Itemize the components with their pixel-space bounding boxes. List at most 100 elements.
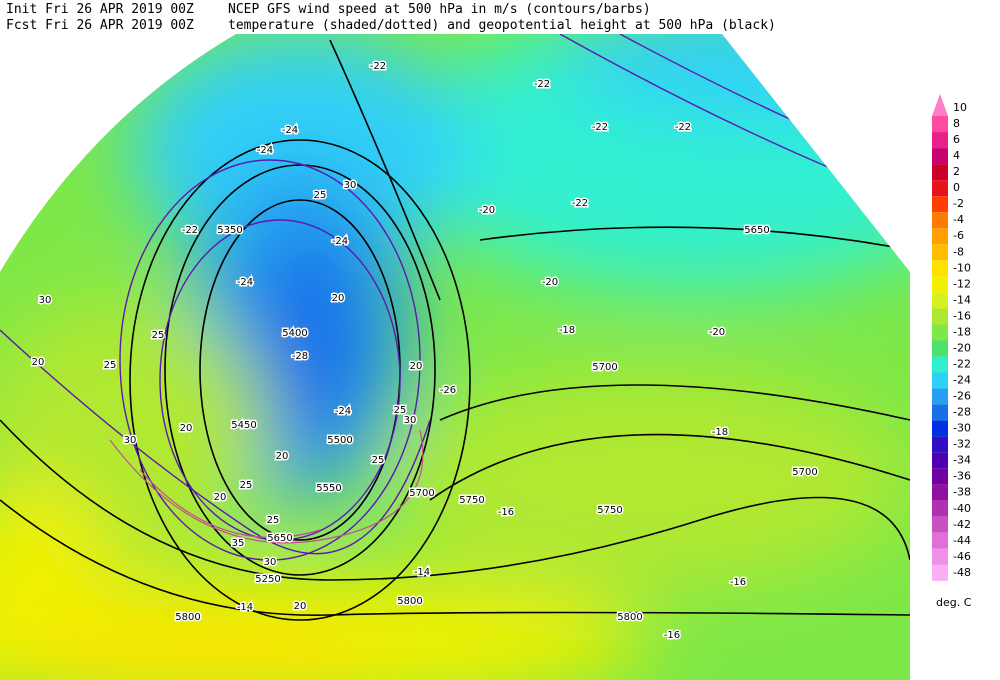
colorbar-box <box>932 404 948 421</box>
colorbar-label: 8 <box>953 117 960 130</box>
contour-label: 5650 <box>744 225 769 236</box>
colorbar-label: 6 <box>953 133 960 146</box>
colorbar-box <box>932 388 948 405</box>
contour-label: -16 <box>498 507 514 518</box>
colorbar-box <box>932 420 948 437</box>
colorbar-label: -18 <box>953 325 971 338</box>
contour-label: 5250 <box>255 574 280 585</box>
contour-label: -24 <box>237 277 253 288</box>
colorbar-box <box>932 308 948 325</box>
colorbar-box <box>932 260 948 277</box>
contour-label: -22 <box>592 122 608 133</box>
contour-label: 25 <box>267 515 280 526</box>
colorbar-label: -36 <box>953 470 971 483</box>
contour-label: 5750 <box>597 505 622 516</box>
height-contours <box>0 39 910 621</box>
colorbar-label: -6 <box>953 229 964 242</box>
colorbar-label: -2 <box>953 197 964 210</box>
contour-label: -16 <box>730 577 746 588</box>
contour-label: 20 <box>332 293 345 304</box>
colorbar-box <box>932 276 948 293</box>
contour-label: 25 <box>372 455 385 466</box>
contour-label: 5500 <box>327 435 352 446</box>
contour-label: 5400 <box>282 328 307 339</box>
contour-label: -14 <box>237 602 253 613</box>
colorbar-box <box>932 324 948 341</box>
contour-label: -22 <box>572 198 588 209</box>
colorbar-label: -28 <box>953 406 971 419</box>
colorbar: 10 8 6 4 2 0 -2 -4 -6 -8 -10 -12 -14 -16 -18 -20 -22 -24 -… <box>932 94 971 581</box>
colorbar-box <box>932 212 948 229</box>
contour-label: -18 <box>559 325 575 336</box>
colorbar-box <box>932 356 948 373</box>
colorbar-box <box>932 500 948 517</box>
colorbar-box <box>932 564 948 581</box>
colorbar-label: -22 <box>953 357 971 370</box>
contour-label: -14 <box>414 567 430 578</box>
colorbar-label: 4 <box>953 149 960 162</box>
contour-label: -26 <box>440 385 456 396</box>
title: NCEP GFS wind speed at 500 hPa in m/s (c… <box>228 2 651 17</box>
colorbar-box <box>932 372 948 389</box>
colorbar-label: -20 <box>953 341 971 354</box>
contour-label: 30 <box>124 435 137 446</box>
contour-label: -24 <box>335 406 351 417</box>
init-time: Init Fri 26 APR 2019 00Z <box>6 2 194 17</box>
contour-label: 20 <box>410 361 423 372</box>
colorbar-box <box>932 484 948 501</box>
colorbar-label: -16 <box>953 309 971 322</box>
colorbar-label: -8 <box>953 245 964 258</box>
colorbar-arrow <box>932 94 948 116</box>
contour-label: 5450 <box>231 420 256 431</box>
colorbar-box <box>932 532 948 549</box>
forecast-time: Fcst Fri 26 APR 2019 00Z <box>6 18 194 33</box>
colorbar-label: -26 <box>953 390 971 403</box>
colorbar-label: 0 <box>953 181 960 194</box>
colorbar-box <box>932 132 948 149</box>
colorbar-label: -34 <box>953 454 971 467</box>
contour-label: 25 <box>314 190 327 201</box>
colorbar-box <box>932 244 948 261</box>
colorbar-box <box>932 164 948 181</box>
contour-label: -18 <box>712 427 728 438</box>
contour-label: 5800 <box>397 596 422 607</box>
colorbar-label: -48 <box>953 566 971 579</box>
colorbar-box <box>932 228 948 245</box>
contour-label: 35 <box>232 538 245 549</box>
colorbar-label: -32 <box>953 438 971 451</box>
contour-label: 5700 <box>792 467 817 478</box>
colorbar-label: -24 <box>953 374 971 387</box>
colorbar-label: -42 <box>953 518 971 531</box>
contour-label: 5800 <box>617 612 642 623</box>
contour-label: -22 <box>182 225 198 236</box>
contour-label: 5650 <box>267 533 292 544</box>
contour-label: 5800 <box>175 612 200 623</box>
contour-label: -20 <box>542 277 558 288</box>
contour-label: 5700 <box>592 362 617 373</box>
contour-label: -24 <box>332 236 348 247</box>
contour-label: 20 <box>180 423 193 434</box>
contour-label: -22 <box>675 122 691 133</box>
contour-label: 5750 <box>459 495 484 506</box>
colorbar-label: -40 <box>953 502 971 515</box>
contour-label: -22 <box>534 79 550 90</box>
contour-label: -20 <box>709 327 725 338</box>
colorbar-box <box>932 452 948 469</box>
colorbar-box <box>932 340 948 357</box>
colorbar-label: -30 <box>953 422 971 435</box>
contour-label: 20 <box>294 601 307 612</box>
colorbar-label: -10 <box>953 261 971 274</box>
contour-label: -24 <box>282 125 298 136</box>
colorbar-label: -4 <box>953 213 964 226</box>
contour-label: 5350 <box>217 225 242 236</box>
contour-label: 5700 <box>409 488 434 499</box>
colorbar-box <box>932 548 948 565</box>
contour-label: 25 <box>394 405 407 416</box>
colorbar-label: -46 <box>953 550 971 563</box>
colorbar-label: -14 <box>953 293 971 306</box>
contour-label: -28 <box>292 351 308 362</box>
